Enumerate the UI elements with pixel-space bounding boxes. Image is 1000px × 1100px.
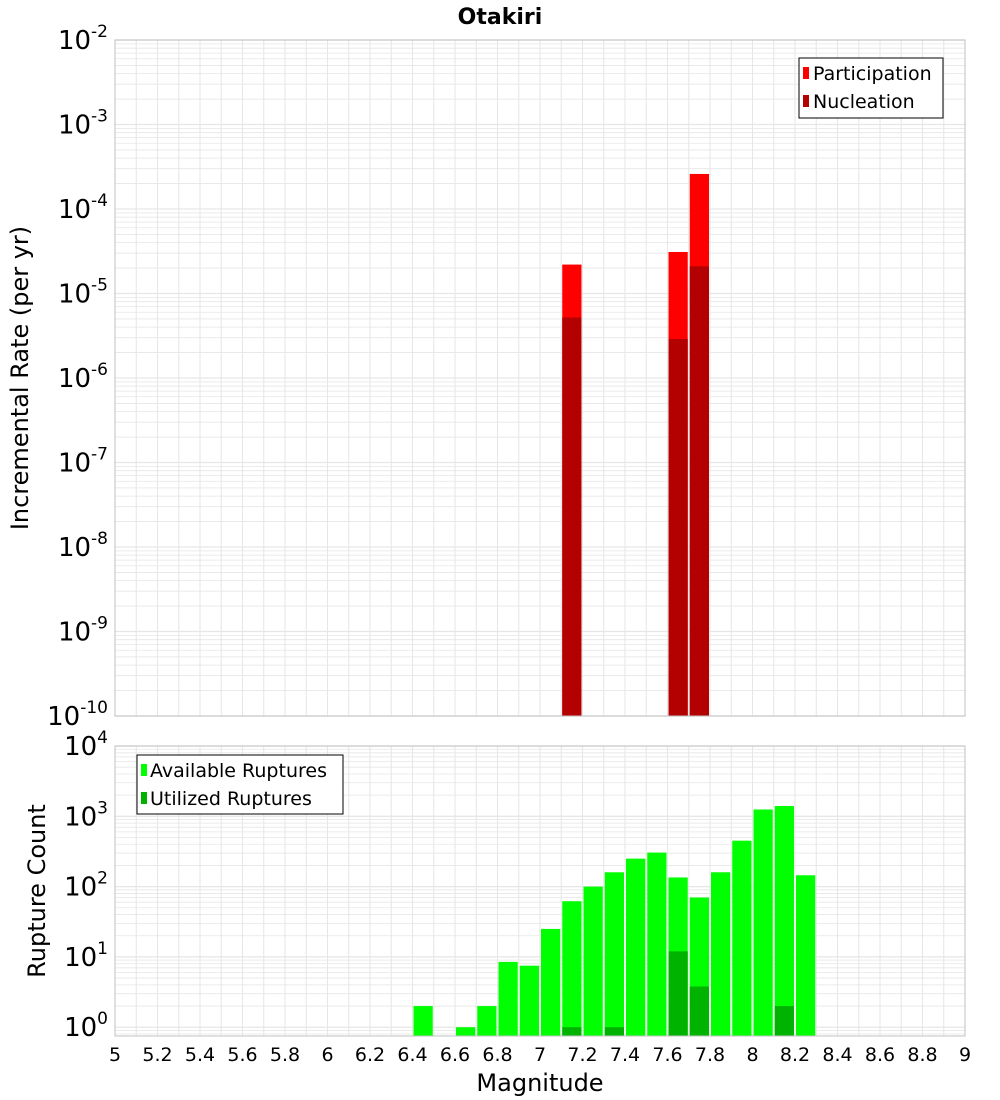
y-tick-label: 10-7 [58, 445, 108, 479]
bar-available-ruptures [498, 961, 518, 1036]
x-tick-label: 5.8 [270, 1044, 300, 1066]
bar-available-ruptures [604, 872, 624, 1036]
x-tick-labels: 5 5.2 5.4 5.6 5.8 6 6.2 6.4 6.6 6.8 7 7.2 7.4 7.6 7.8 8… [109, 1044, 971, 1066]
x-tick-label: 6 [321, 1044, 333, 1066]
y-tick-label: 103 [64, 798, 108, 832]
x-tick-label: 6.6 [440, 1044, 470, 1066]
x-tick-label: 6.2 [355, 1044, 385, 1066]
bar-available-ruptures [583, 886, 603, 1036]
y-tick-label: 104 [64, 728, 108, 762]
count-y-axis-label: Rupture Count [23, 804, 51, 978]
legend-swatch-available [141, 764, 147, 776]
bar-nucleation [668, 338, 688, 716]
legend-label-utilized: Utilized Ruptures [150, 788, 312, 810]
x-tick-label: 7 [534, 1044, 546, 1066]
x-tick-label: 6.8 [482, 1044, 512, 1066]
bar-utilized-ruptures [689, 986, 709, 1036]
y-tick-label: 100 [64, 1009, 108, 1043]
legend-swatch-utilized [141, 792, 147, 804]
rate-y-ticks: 10-2 10-3 10-4 10-5 10-6 10-7 10-8 10-9 10-10 [47, 22, 108, 732]
rate-legend: Participation Nucleation [798, 57, 944, 119]
rate-legend-box [798, 57, 944, 119]
x-tick-label: 5.4 [185, 1044, 215, 1066]
legend-swatch-participation [803, 67, 809, 79]
y-tick-label: 10-5 [58, 276, 108, 310]
x-tick-label: 8.8 [907, 1044, 937, 1066]
count-bars [413, 806, 816, 1036]
count-plot-frame [114, 745, 966, 1037]
rate-bars [562, 173, 709, 717]
bar-available-ruptures [519, 965, 539, 1036]
x-tick-label: 8 [746, 1044, 758, 1066]
legend-swatch-nucleation [803, 95, 809, 107]
x-tick-label: 5 [109, 1044, 121, 1066]
x-tick-label: 5.6 [227, 1044, 257, 1066]
y-tick-label: 10-4 [58, 191, 108, 225]
bar-nucleation [689, 266, 709, 716]
y-tick-label: 10-9 [58, 614, 108, 648]
count-panel: 104 103 102 101 100 Rupture Count Available … [23, 728, 966, 1043]
bar-utilized-ruptures [562, 1027, 582, 1036]
chart-title: Otakiri [458, 5, 543, 30]
bar-available-ruptures [626, 858, 646, 1036]
rate-grid [114, 39, 966, 717]
x-tick-label: 9 [959, 1044, 971, 1066]
x-tick-label: 8.2 [780, 1044, 810, 1066]
legend-label-participation: Participation [813, 63, 932, 85]
bar-available-ruptures [732, 840, 752, 1036]
bar-utilized-ruptures [774, 1006, 794, 1036]
bar-available-ruptures [753, 809, 773, 1036]
x-tick-label: 8.4 [822, 1044, 852, 1066]
bar-available-ruptures [413, 1006, 433, 1036]
bar-available-ruptures [774, 806, 794, 1036]
rate-plot-frame [114, 39, 966, 717]
x-tick-label: 6.4 [397, 1044, 427, 1066]
legend-label-available: Available Ruptures [150, 760, 327, 782]
x-tick-label: 7.8 [695, 1044, 725, 1066]
bar-available-ruptures [541, 928, 561, 1036]
bar-available-ruptures [477, 1006, 497, 1036]
y-tick-label: 10-3 [58, 107, 108, 141]
rate-y-axis-label: Incremental Rate (per yr) [6, 226, 34, 530]
bar-available-ruptures [796, 875, 816, 1036]
y-tick-label: 10-6 [58, 360, 108, 394]
bar-utilized-ruptures [604, 1027, 624, 1036]
count-legend-box [136, 754, 344, 815]
bar-available-ruptures [562, 901, 582, 1036]
rate-panel: 10-2 10-3 10-4 10-5 10-6 10-7 10-8 10-9 10-10 In… [6, 22, 966, 732]
x-tick-label: 7.6 [652, 1044, 682, 1066]
y-tick-label: 10-8 [58, 529, 108, 563]
x-axis-label: Magnitude [476, 1069, 603, 1097]
y-tick-label: 101 [64, 939, 108, 973]
y-tick-label: 10-2 [58, 22, 108, 56]
legend-label-nucleation: Nucleation [813, 91, 915, 113]
count-y-ticks: 104 103 102 101 100 [64, 728, 108, 1043]
x-tick-label: 5.2 [142, 1044, 172, 1066]
y-tick-label: 10-10 [47, 698, 108, 732]
x-tick-label: 8.6 [865, 1044, 895, 1066]
y-tick-label: 102 [64, 869, 108, 903]
bar-utilized-ruptures [668, 951, 688, 1036]
bar-nucleation [562, 317, 582, 716]
x-tick-label: 7.4 [610, 1044, 640, 1066]
count-legend: Available Ruptures Utilized Ruptures [136, 754, 344, 815]
x-tick-label: 7.2 [567, 1044, 597, 1066]
bar-available-ruptures [711, 872, 731, 1036]
bar-available-ruptures [456, 1027, 476, 1036]
bar-available-ruptures [647, 852, 667, 1036]
